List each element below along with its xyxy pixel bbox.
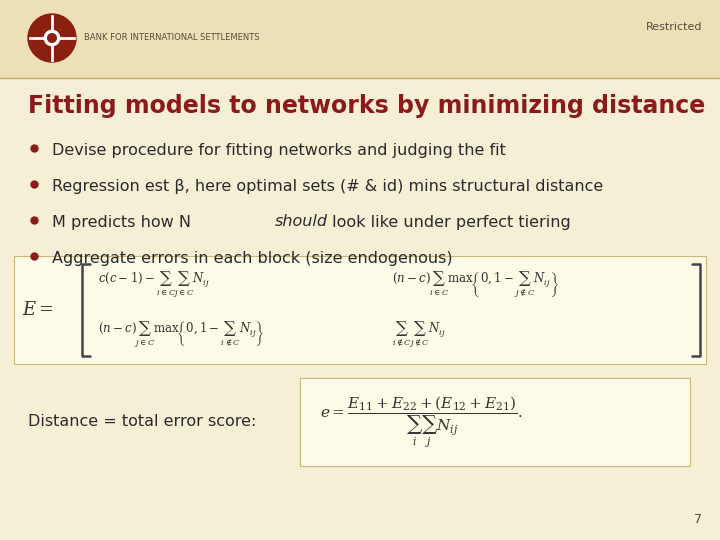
Circle shape	[28, 14, 76, 62]
Text: Aggregate errors in each block (size endogenous): Aggregate errors in each block (size end…	[52, 251, 453, 266]
Text: Distance = total error score:: Distance = total error score:	[28, 415, 256, 429]
Text: $e = \dfrac{E_{11} + E_{22} + (E_{12} + E_{21})}{\sum_i \sum_j N_{ij}}.$: $e = \dfrac{E_{11} + E_{22} + (E_{12} + …	[320, 394, 523, 450]
Text: $c(c-1) - \sum_{i \in C}\sum_{j \in C} N_{ij}$: $c(c-1) - \sum_{i \in C}\sum_{j \in C} N…	[98, 270, 210, 300]
Bar	[14, 256, 706, 364]
Text: M predicts how N: M predicts how N	[52, 214, 196, 230]
Text: $(n-c)\sum_{i \in C}\max\!\left\{0,1-\sum_{j \notin C} N_{ij}\right\}$: $(n-c)\sum_{i \in C}\max\!\left\{0,1-\su…	[392, 270, 559, 300]
Text: $E =$: $E =$	[22, 301, 54, 319]
Bar	[0, 0, 720, 78]
Text: $\sum_{i \notin C}\sum_{j \notin C} N_{ij}$: $\sum_{i \notin C}\sum_{j \notin C} N_{i…	[392, 320, 446, 350]
Bar	[300, 378, 690, 466]
Text: $(n-c)\sum_{j \in C}\max\!\left\{0,1-\sum_{i \notin C} N_{ij}\right\}$: $(n-c)\sum_{j \in C}\max\!\left\{0,1-\su…	[98, 320, 265, 350]
Text: Devise procedure for fitting networks and judging the fit: Devise procedure for fitting networks an…	[52, 143, 506, 158]
Text: look like under perfect tiering: look like under perfect tiering	[328, 214, 571, 230]
Text: Regression est β, here optimal sets (# & id) mins structural distance: Regression est β, here optimal sets (# &…	[52, 179, 603, 193]
Circle shape	[48, 33, 56, 42]
Text: Restricted: Restricted	[646, 22, 702, 32]
Text: Fitting models to networks by minimizing distance: Fitting models to networks by minimizing…	[28, 94, 706, 118]
Text: BANK FOR INTERNATIONAL SETTLEMENTS: BANK FOR INTERNATIONAL SETTLEMENTS	[84, 33, 259, 43]
Text: 7: 7	[694, 513, 702, 526]
Circle shape	[45, 30, 60, 46]
Text: should: should	[274, 214, 328, 230]
